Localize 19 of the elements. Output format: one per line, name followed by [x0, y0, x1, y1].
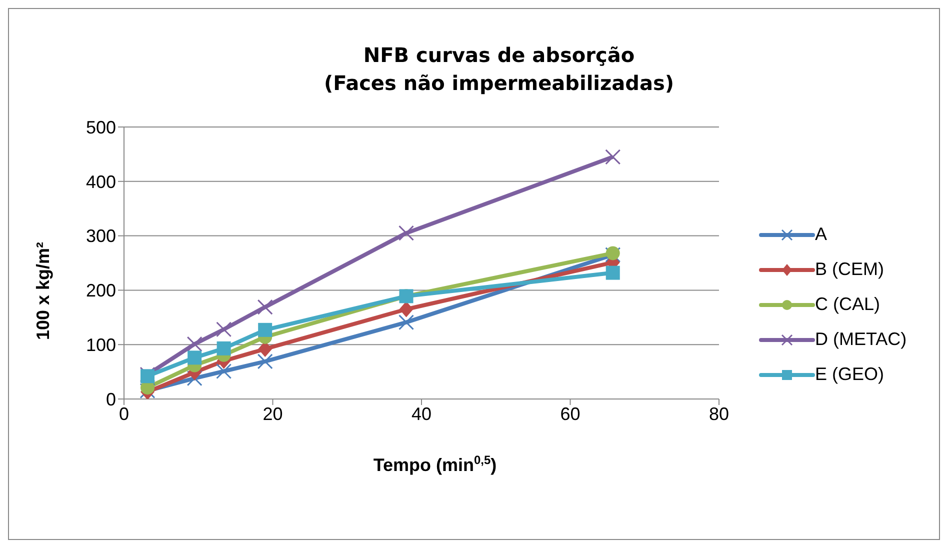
x-tick-label: 20: [262, 404, 283, 424]
x-tick-label: 60: [560, 404, 580, 424]
y-tick-label: 300: [86, 226, 116, 246]
y-tick-label: 400: [86, 172, 116, 192]
y-tick-label: 0: [106, 389, 116, 410]
legend-label: B (CEM): [815, 259, 884, 280]
x-tick-label: 0: [118, 404, 130, 424]
y-tick-label: 500: [86, 117, 116, 138]
legend-label: D (METAC): [815, 329, 907, 350]
y-tick-label: 200: [86, 280, 116, 301]
x-tick-label: 40: [411, 404, 432, 424]
x-axis-title: Tempo (min$^{0,5}$): [373, 453, 497, 475]
legend-label: C (CAL): [815, 294, 880, 315]
legend-label: E (GEO): [815, 364, 884, 385]
chart-title: NFB curvas de absorção (Faces não impermeabilizadas): [324, 43, 674, 95]
y-tick-label: 100: [86, 334, 116, 355]
legend-label: A: [815, 224, 828, 245]
x-tick-label: 80: [708, 404, 730, 424]
y-axis-title: 100 x kg/m²: [33, 242, 53, 340]
